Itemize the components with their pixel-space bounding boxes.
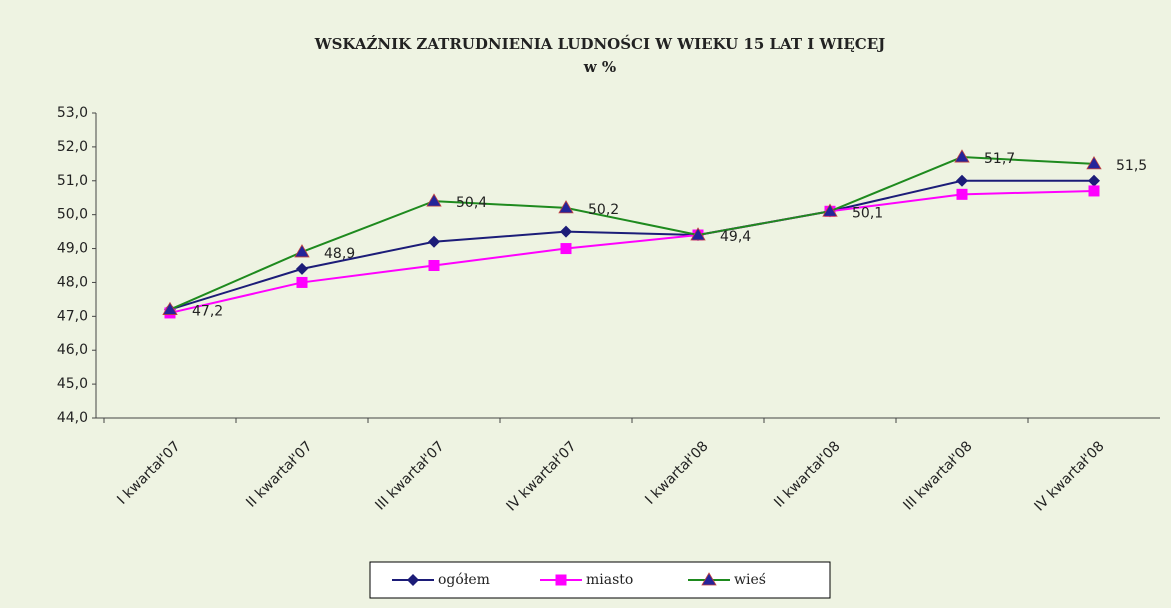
series-line xyxy=(169,189,1095,314)
data-point xyxy=(558,200,574,214)
data-point xyxy=(956,174,968,187)
data-point xyxy=(1088,174,1100,187)
legend-label: ogółem xyxy=(438,572,490,588)
legend-box xyxy=(369,561,831,599)
data-point xyxy=(560,225,572,238)
data-point xyxy=(1088,185,1100,197)
y-tick-label: 52,0 xyxy=(57,139,88,155)
y-tick-label: 50,0 xyxy=(57,207,88,223)
legend-marker xyxy=(701,572,717,586)
data-label: 49,4 xyxy=(720,229,751,245)
chart-subtitle: w % xyxy=(583,58,616,76)
data-label: 47,2 xyxy=(192,304,223,320)
legend-label: wieś xyxy=(734,572,766,588)
data-point xyxy=(426,193,442,207)
y-tick-label: 49,0 xyxy=(57,241,88,257)
series-line xyxy=(169,179,1094,311)
data-point xyxy=(956,188,968,200)
data-point xyxy=(296,276,308,288)
data-point xyxy=(954,149,970,163)
data-label: 51,7 xyxy=(984,151,1015,167)
y-tick-label: 45,0 xyxy=(57,376,88,392)
data-point xyxy=(560,243,572,255)
y-tick-label: 47,0 xyxy=(57,308,88,324)
data-label: 50,4 xyxy=(456,195,487,211)
chart-title: WSKAŹNIK ZATRUDNIENIA LUDNOŚCI W WIEKU 1… xyxy=(314,35,886,53)
y-tick-label: 51,0 xyxy=(57,173,88,189)
legend-marker xyxy=(555,574,567,586)
y-tick-label: 46,0 xyxy=(57,342,88,358)
legend-marker xyxy=(407,574,419,586)
data-label: 48,9 xyxy=(324,246,355,262)
data-label: 50,1 xyxy=(852,205,883,221)
data-point xyxy=(428,235,440,248)
data-point xyxy=(294,244,310,258)
data-point xyxy=(690,227,706,241)
y-tick-label: 53,0 xyxy=(57,105,88,121)
data-label: 51,5 xyxy=(1116,158,1147,174)
data-label: 50,2 xyxy=(588,202,619,218)
data-point xyxy=(296,262,308,275)
y-tick-label: 44,0 xyxy=(57,410,88,426)
data-point xyxy=(162,301,178,315)
data-point xyxy=(822,203,838,217)
data-point xyxy=(428,260,440,271)
series-line xyxy=(169,156,1095,311)
legend-label: miasto xyxy=(586,572,633,588)
y-tick-label: 48,0 xyxy=(57,274,88,290)
data-point xyxy=(1086,156,1102,170)
